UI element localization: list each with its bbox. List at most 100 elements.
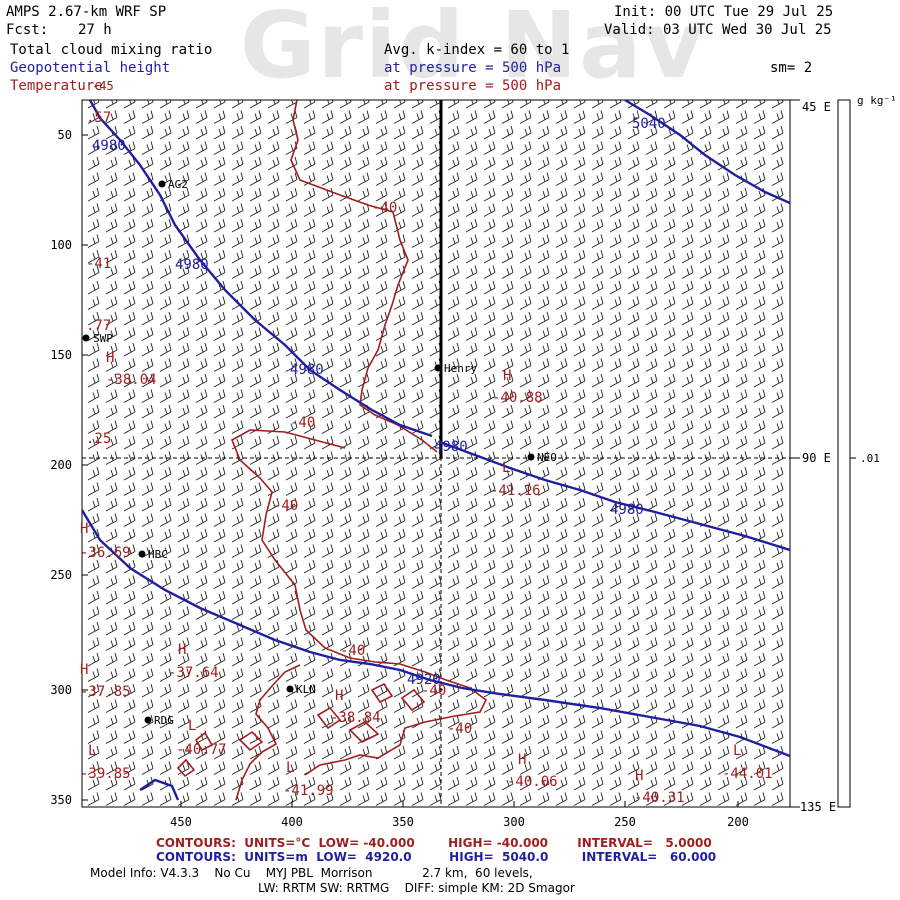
temperature-contour — [348, 721, 380, 743]
valid-time: Valid: 03 UTC Wed 30 Jul 25 — [604, 22, 832, 38]
pressure-center-symbol: L — [88, 743, 96, 759]
station-label: SWP — [93, 332, 113, 345]
height-contour — [139, 778, 180, 801]
temperature-contour — [194, 731, 214, 752]
lat-label-mid: 90 E — [802, 451, 831, 465]
height-label: 4980 — [610, 502, 644, 518]
pressure-level-temp: at pressure = 500 hPa — [384, 78, 562, 94]
station-label: AG2 — [168, 178, 188, 191]
model-info-2: LW: RRTM SW: RRTMG DIFF: simple KM: 2D S… — [258, 881, 575, 895]
pressure-center-symbol: H — [518, 752, 526, 768]
pressure-center-value: -40.06 — [507, 774, 558, 790]
temp-contour-label: -40 — [421, 683, 446, 699]
height-contour-info: CONTOURS: UNITS=m LOW= 4920.0 HIGH= 5040… — [156, 850, 717, 864]
colorbar-unit: g kg⁻¹ — [857, 94, 897, 107]
y-tick-label: 350 — [50, 793, 72, 807]
lat-label-top: 45 E — [802, 100, 831, 114]
pressure-center-value: -39.85 — [80, 766, 131, 782]
y-axis-ticks — [82, 134, 88, 801]
x-tick-label: 200 — [727, 815, 749, 829]
x-axis-ticks — [180, 801, 739, 807]
temperature-contour — [316, 706, 342, 730]
x-tick-label: 250 — [614, 815, 636, 829]
smoothing-label: sm= 2 — [770, 60, 813, 76]
avg-k-index: Avg. k-index = 60 to 1 — [384, 42, 570, 58]
height-contour — [624, 100, 790, 205]
pressure-center-symbol: H — [80, 521, 88, 537]
model-info-1: Model Info: V4.3.3 No Cu MYJ PBL Morriso… — [90, 866, 533, 880]
lat-label-bottom: 135 E — [800, 800, 836, 814]
station-marker — [158, 180, 166, 188]
x-tick-label: 300 — [503, 815, 525, 829]
y-tick-label: 300 — [50, 683, 72, 697]
station-label: HBC — [148, 548, 168, 561]
init-time: Init: 00 UTC Tue 29 Jul 25 — [614, 4, 834, 20]
colorbar: g kg⁻¹ .01 45 E 90 E 135 E — [790, 94, 897, 814]
y-tick-label: 100 — [50, 238, 72, 252]
field-temperature: Temperature — [10, 78, 103, 94]
pressure-center-value: -41.99 — [283, 783, 334, 799]
pressure-center-symbol: H — [178, 642, 186, 658]
edge-label: -41 — [86, 256, 111, 272]
field-geopotential: Geopotential height — [10, 60, 171, 76]
colorbar-frame — [837, 99, 851, 808]
pressure-center-value: -41.16 — [490, 483, 541, 499]
station-marker — [434, 364, 442, 372]
height-label: 5040 — [632, 116, 666, 132]
height-contour — [88, 100, 433, 438]
pressure-center-symbol: H — [106, 350, 114, 366]
temp-contour-label: -40 — [340, 643, 365, 659]
pressure-center-symbol: H — [80, 662, 88, 678]
edge-label: -45 — [92, 79, 114, 93]
model-title: AMPS 2.67-km WRF SP — [6, 4, 167, 20]
pressure-center-value: -36.69 — [80, 545, 131, 561]
pressure-level-height: at pressure = 500 hPa — [384, 60, 562, 76]
station-marker — [82, 334, 90, 342]
x-tick-label: 400 — [281, 815, 303, 829]
pressure-center-symbol: L — [733, 743, 741, 759]
temperature-contour — [290, 100, 438, 453]
edge-label: .57 — [86, 110, 111, 126]
y-tick-label: 200 — [50, 458, 72, 472]
temp-contour-label: -40 — [372, 200, 397, 216]
y-tick-label: 50 — [58, 128, 72, 142]
pressure-center-symbol: L — [188, 718, 196, 734]
field-cloud-mixing: Total cloud mixing ratio — [10, 42, 213, 58]
temp-contour-label: -40 — [290, 415, 315, 431]
y-tick-label: 150 — [50, 348, 72, 362]
colorbar-value: .01 — [860, 452, 880, 465]
temperature-contour — [176, 758, 196, 778]
station-label: KLN — [296, 683, 316, 696]
pressure-center-value: -40.31 — [634, 790, 685, 806]
temp-contour-label: -40 — [447, 721, 472, 737]
plot-frame — [81, 99, 791, 808]
pressure-center-value: -38.04 — [106, 372, 157, 388]
temp-contour-info: CONTOURS: UNITS=°C LOW= -40.000 HIGH= -4… — [156, 836, 712, 850]
temperature-contour — [400, 688, 426, 712]
pressure-center-symbol: L — [286, 760, 294, 776]
pressure-center-value: -44.01 — [722, 766, 773, 782]
x-tick-label: 350 — [392, 815, 414, 829]
edge-label: .25 — [86, 431, 111, 447]
temp-contour-label: -40 — [273, 498, 298, 514]
watermark: Grid Nav — [240, 0, 706, 99]
x-tick-label: 450 — [170, 815, 192, 829]
pressure-center-value: -40.77 — [176, 742, 227, 758]
edge-label: .77 — [86, 318, 111, 334]
height-label: 4980 — [434, 439, 468, 455]
pressure-center-value: -38.84 — [330, 710, 381, 726]
station-label: Henry — [444, 362, 477, 375]
height-contour — [82, 509, 790, 758]
temperature-contour — [238, 730, 264, 752]
pressure-center-symbol: H — [503, 368, 511, 384]
height-label: 4920 — [407, 672, 441, 688]
height-contour — [439, 440, 790, 552]
station-marker — [527, 453, 535, 461]
height-label: 4980 — [92, 138, 126, 154]
temperature-contour — [235, 664, 301, 801]
station-marker — [286, 685, 294, 693]
station-label: RDG — [154, 714, 174, 727]
temperature-contour — [370, 682, 394, 704]
pressure-center-value: -37.85 — [80, 684, 131, 700]
